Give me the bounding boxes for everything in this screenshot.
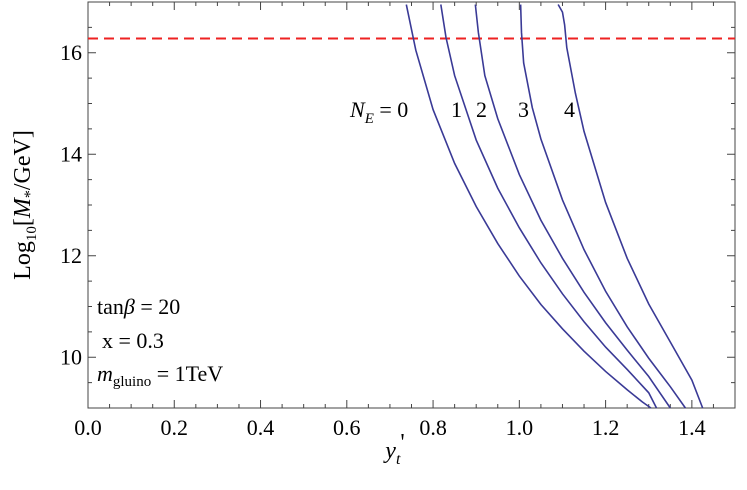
x-tick-label: 1.4 (678, 415, 706, 440)
y-tick-label: 10 (60, 344, 82, 369)
ne-value-1: 1 (451, 97, 462, 122)
x-param-label: x = 0.3 (102, 328, 164, 353)
ne-value-2: 2 (476, 97, 487, 122)
tanbeta-label: tanβ = 20 (97, 294, 180, 319)
x-tick-label: 0.4 (247, 415, 275, 440)
x-tick-label: 0.6 (333, 415, 361, 440)
ne-label: NE = 0 (349, 97, 408, 127)
curve-ne-0 (405, 4, 652, 409)
y-tick-label: 14 (60, 141, 82, 166)
curve-ne-2 (474, 4, 671, 409)
curve-ne-3 (519, 4, 687, 409)
ne-value-4: 4 (564, 97, 575, 122)
plot-frame (87, 1, 736, 409)
y-tick-label: 12 (60, 243, 82, 268)
mgluino-label: mgluino = 1TeV (97, 361, 223, 390)
x-axis-ticks: 0.0 0.2 0.4 0.6 0.8 1.0 1.2 1.4 (74, 2, 714, 440)
x-tick-label: 0.8 (419, 415, 447, 440)
x-tick-label: 1.0 (506, 415, 534, 440)
x-tick-label: 0.2 (161, 415, 189, 440)
curve-ne-4 (557, 4, 704, 409)
ne-value-3: 3 (518, 97, 529, 122)
y-axis-label: Log10[M*/GeV] (10, 130, 40, 280)
x-tick-label: 1.2 (592, 415, 620, 440)
curve-ne-1 (440, 4, 658, 409)
x-tick-label: 0.0 (74, 415, 102, 440)
x-axis-label: yt' (383, 430, 404, 468)
y-tick-label: 16 (60, 40, 82, 65)
curves (405, 4, 704, 409)
